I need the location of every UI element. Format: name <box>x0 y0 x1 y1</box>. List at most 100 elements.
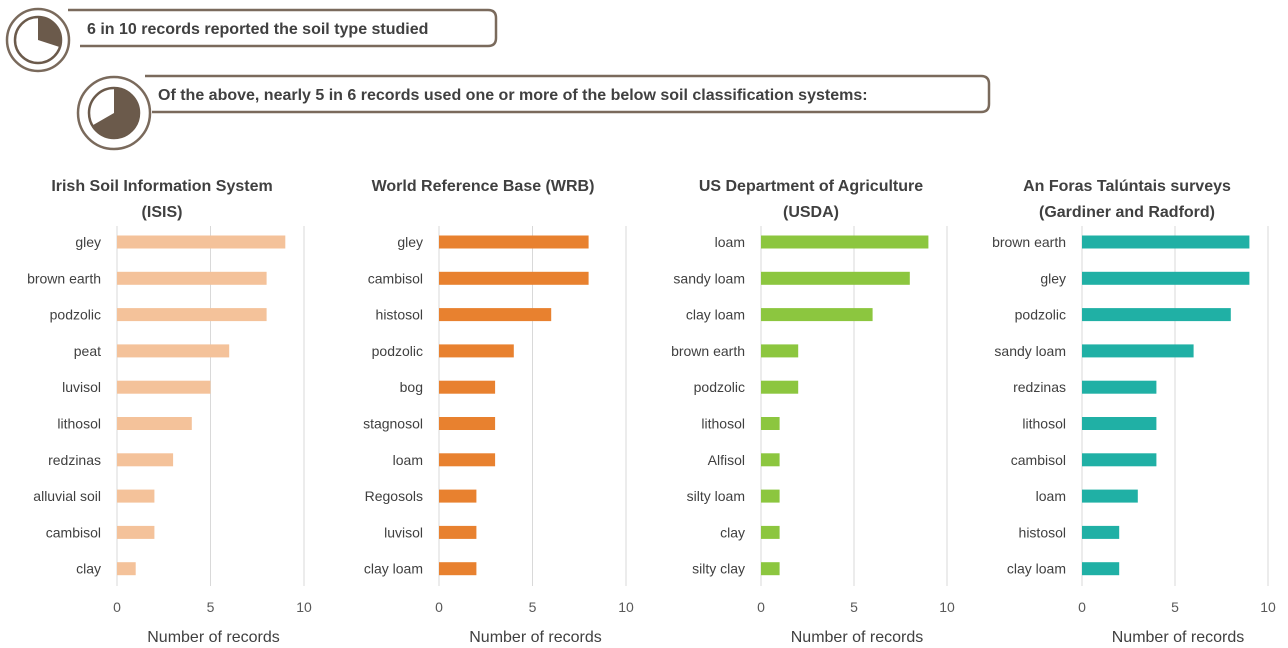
category-label: histosol <box>376 307 423 323</box>
x-tick-label: 10 <box>296 599 312 615</box>
bar <box>761 453 780 467</box>
category-label: silty loam <box>687 488 745 504</box>
chart-title-line: Irish Soil Information System <box>51 178 272 195</box>
bar <box>117 380 211 394</box>
callout-bottom-frame <box>145 74 991 114</box>
category-label: podzolic <box>694 379 745 395</box>
bar <box>439 344 514 358</box>
chart-4: An Foras Talúntais surveys (Gardiner and … <box>992 178 1276 646</box>
bar <box>117 489 155 503</box>
bar <box>1082 489 1138 503</box>
bar <box>1082 308 1231 322</box>
category-label: cambisol <box>46 524 101 540</box>
bar <box>439 489 477 503</box>
bar <box>761 308 873 322</box>
category-label: redzinas <box>1013 379 1066 395</box>
x-tick-label: 0 <box>757 599 765 615</box>
category-label: lithosol <box>701 416 745 432</box>
category-label: silty clay <box>692 561 745 577</box>
callout-top-frame <box>68 8 498 48</box>
bar <box>117 271 267 285</box>
category-label: luvisol <box>62 379 101 395</box>
category-label: brown earth <box>27 270 101 286</box>
x-tick-label: 0 <box>1078 599 1086 615</box>
x-axis-label: Number of records <box>1112 629 1245 646</box>
x-tick-label: 5 <box>529 599 537 615</box>
x-axis-label: Number of records <box>469 629 602 646</box>
bar <box>1082 380 1157 394</box>
bar <box>761 380 799 394</box>
pie-icon-bottom <box>92 88 139 138</box>
category-label: stagnosol <box>363 416 423 432</box>
category-label: podzolic <box>1015 307 1066 323</box>
chart-title-line: (Gardiner and Radford) <box>1039 204 1215 221</box>
category-label: alluvial soil <box>33 488 101 504</box>
bar <box>439 417 496 430</box>
x-tick-label: 10 <box>939 599 955 615</box>
bar <box>1082 453 1157 467</box>
bar <box>1082 271 1250 285</box>
category-label: loam <box>1036 488 1066 504</box>
category-label: Regosols <box>365 488 423 504</box>
category-label: sandy loam <box>673 270 745 286</box>
category-label: gley <box>397 234 423 250</box>
bar <box>1082 417 1157 430</box>
category-label: clay <box>720 524 745 540</box>
category-label: redzinas <box>48 452 101 468</box>
category-label: cambisol <box>368 270 423 286</box>
category-label: clay loam <box>1007 561 1066 577</box>
bar <box>439 235 589 249</box>
category-label: sandy loam <box>994 343 1066 359</box>
bar <box>117 417 192 430</box>
chart-title-line: (USDA) <box>783 204 839 221</box>
x-tick-label: 10 <box>1260 599 1276 615</box>
category-label: podzolic <box>372 343 423 359</box>
x-tick-label: 5 <box>207 599 215 615</box>
category-label: Alfisol <box>708 452 745 468</box>
bar <box>761 235 929 249</box>
chart-1: Irish Soil Information System (ISIS) 0 5 10 g… <box>27 178 312 646</box>
bar <box>117 525 155 539</box>
category-label: podzolic <box>50 307 101 323</box>
category-label: luvisol <box>384 524 423 540</box>
bar <box>761 417 780 430</box>
category-label: clay loam <box>686 307 745 323</box>
chart-title-line: (ISIS) <box>142 204 183 221</box>
chart-title-line: US Department of Agriculture <box>699 178 923 195</box>
bar <box>117 235 286 249</box>
bar <box>761 562 780 576</box>
pie-icon-top <box>38 16 62 48</box>
category-label: peat <box>74 343 101 359</box>
bar <box>761 344 799 358</box>
bar <box>439 525 477 539</box>
chart-2: World Reference Base (WRB) 0 5 10 gley cambis… <box>363 178 634 646</box>
bar <box>1082 235 1250 249</box>
category-label: brown earth <box>992 234 1066 250</box>
category-label: histosol <box>1019 524 1066 540</box>
category-label: loam <box>715 234 745 250</box>
bar <box>439 308 552 322</box>
bar <box>761 271 910 285</box>
category-label: lithosol <box>57 416 101 432</box>
category-label: bog <box>400 379 423 395</box>
callout-top: 6 in 10 records reported the soil type s… <box>5 7 498 73</box>
x-tick-label: 10 <box>618 599 634 615</box>
bar <box>1082 525 1120 539</box>
x-tick-label: 0 <box>435 599 443 615</box>
chart-title-line: World Reference Base (WRB) <box>372 178 595 195</box>
bar <box>117 453 174 467</box>
x-tick-label: 0 <box>113 599 121 615</box>
category-label: cambisol <box>1011 452 1066 468</box>
bar <box>439 562 477 576</box>
category-label: lithosol <box>1022 416 1066 432</box>
bar <box>117 562 136 576</box>
bar <box>117 308 267 322</box>
category-label: clay <box>76 561 101 577</box>
category-label: clay loam <box>364 561 423 577</box>
x-tick-label: 5 <box>1171 599 1179 615</box>
callout-bottom-text: Of the above, nearly 5 in 6 records used… <box>158 87 868 104</box>
bar <box>439 271 589 285</box>
category-label: gley <box>75 234 101 250</box>
bar <box>439 453 496 467</box>
x-axis-label: Number of records <box>791 629 924 646</box>
